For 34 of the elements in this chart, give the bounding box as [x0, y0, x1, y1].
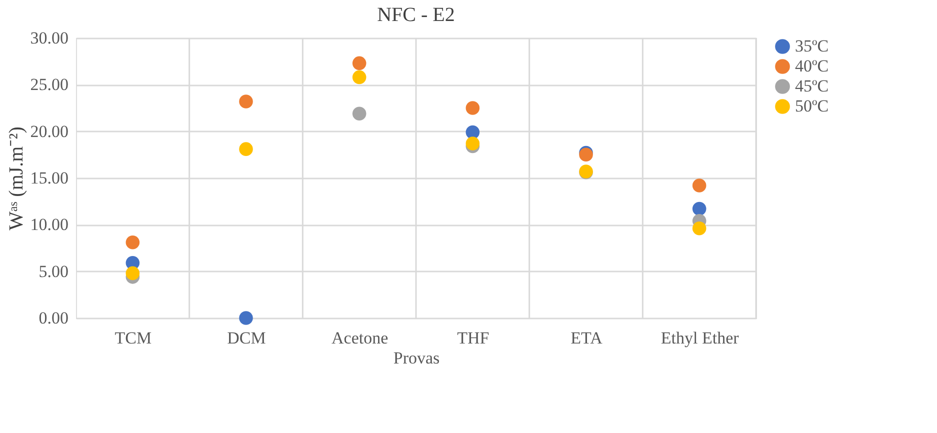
point: [466, 125, 480, 140]
legend-label: 45ºC: [795, 76, 829, 96]
legend-label: 40ºC: [795, 56, 829, 76]
y-axis-title: Wᵃˢ (mJ.m⁻²): [5, 126, 28, 230]
y-tick-label: 15.00: [30, 168, 68, 188]
x-axis-title: Provas: [393, 348, 440, 368]
point: [239, 311, 253, 325]
y-tick-label: 0.00: [38, 308, 68, 328]
y-tick-label: 30.00: [30, 28, 68, 48]
point: [126, 266, 140, 280]
x-tick-label: TCM: [114, 328, 152, 348]
y-tick-label: 25.00: [30, 75, 68, 94]
point: [466, 136, 480, 150]
x-tick-label: Acetone: [332, 328, 388, 348]
x-tick-label: THF: [457, 328, 490, 348]
point: [692, 178, 706, 192]
x-tick-label: DCM: [227, 328, 266, 348]
point: [239, 94, 253, 108]
point: [239, 142, 253, 156]
point: [126, 236, 140, 250]
point: [692, 222, 706, 236]
y-tick-label: 5.00: [38, 262, 68, 281]
point: [352, 56, 366, 70]
x-tick-label: ETA: [570, 328, 604, 348]
point: [466, 101, 480, 115]
legend-label: 35ºC: [795, 36, 829, 56]
y-tick-label: 10.00: [30, 215, 68, 234]
point: [692, 202, 706, 216]
y-tick-label: 20.00: [30, 122, 68, 141]
legend-label: 50ºC: [795, 96, 829, 116]
point: [352, 106, 366, 120]
x-tick-label: Ethyl Ether: [660, 328, 740, 348]
chart-title: NFC - E2: [377, 4, 455, 26]
point: [352, 70, 366, 84]
